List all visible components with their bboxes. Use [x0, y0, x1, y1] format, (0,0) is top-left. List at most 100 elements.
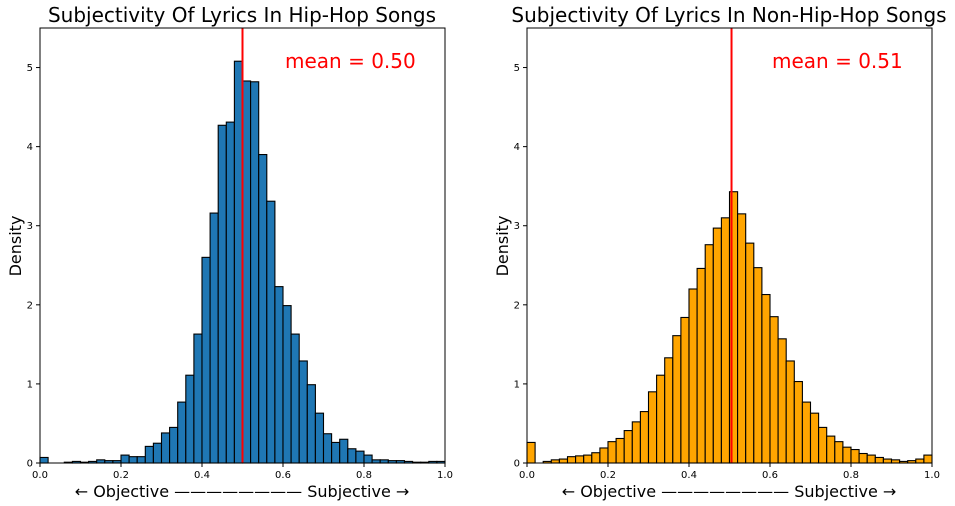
histogram-bar — [136, 456, 146, 464]
histogram-bar — [809, 412, 820, 464]
histogram-bar — [225, 121, 235, 464]
histogram-bar — [623, 430, 633, 464]
histogram-bar — [258, 154, 268, 464]
histogram-bar — [745, 242, 755, 464]
histogram-bar — [120, 454, 130, 464]
x-tick-label: 0.4 — [681, 470, 697, 481]
histogram-bar — [777, 338, 787, 464]
y-tick-label: 3 — [27, 221, 33, 232]
histogram-bar — [647, 391, 658, 464]
histogram-bar — [339, 438, 349, 464]
histogram-bar — [712, 227, 722, 464]
histogram-bar — [282, 305, 292, 464]
histogram-bar — [347, 448, 357, 464]
x-tick-label: 0.2 — [113, 470, 129, 481]
x-tick-label: 1.0 — [437, 470, 453, 481]
mean-annotation: mean = 0.50 — [285, 49, 416, 73]
bars — [39, 60, 446, 464]
histogram-bar — [331, 441, 341, 464]
y-tick-label: 1 — [514, 379, 520, 390]
histogram-bar — [801, 401, 812, 464]
y-tick-label: 2 — [27, 300, 33, 311]
histogram-bar — [858, 452, 868, 464]
histogram-bar — [672, 335, 682, 464]
histogram-bar — [842, 446, 852, 464]
histogram-bar — [737, 213, 747, 464]
histogram-bar — [664, 357, 674, 464]
y-ticks: 0 1 2 3 4 5 — [514, 63, 527, 470]
y-tick-label: 3 — [514, 221, 520, 232]
histogram-bar — [591, 452, 601, 464]
y-tick-label: 0 — [27, 459, 33, 470]
histogram-bar — [558, 458, 569, 464]
x-tick-label: 0.4 — [194, 470, 210, 481]
chart-title: Subjectivity Of Lyrics In Non-Hip-Hop So… — [511, 3, 946, 27]
plot-frame — [39, 27, 446, 464]
y-tick-label: 5 — [514, 63, 520, 74]
histogram-bar — [160, 432, 171, 464]
histogram-bar — [290, 333, 300, 464]
histogram-bar — [583, 454, 593, 464]
histogram-bar — [185, 374, 195, 464]
histogram-bar — [834, 441, 844, 464]
histogram-bar — [915, 458, 925, 464]
histogram-bar — [177, 401, 187, 464]
x-tick-label: 0.6 — [762, 470, 778, 481]
y-ticks: 0 1 2 3 4 5 — [27, 63, 40, 470]
histogram-bar — [761, 293, 771, 464]
histogram-bar — [128, 456, 138, 464]
y-tick-label: 4 — [514, 142, 520, 153]
x-ticks: 0.0 0.2 0.4 0.6 0.8 1.0 — [32, 463, 453, 481]
histogram-bar — [566, 456, 577, 464]
histogram-bar — [850, 448, 860, 464]
histogram-bar — [526, 441, 536, 464]
y-axis-label: Density — [493, 216, 512, 277]
y-tick-label: 2 — [514, 300, 520, 311]
histogram-bar — [39, 456, 49, 464]
histogram-bar — [753, 267, 763, 464]
histogram-bar — [193, 333, 203, 464]
histogram-bar — [607, 441, 617, 464]
histogram-bar — [266, 200, 276, 464]
y-tick-label: 0 — [514, 459, 520, 470]
histogram-bar — [241, 80, 252, 464]
histogram-bar — [217, 124, 227, 464]
histogram-bar — [615, 437, 625, 464]
non-hiphop-histogram-panel: Subjectivity Of Lyrics In Non-Hip-Hop So… — [493, 3, 947, 501]
histogram-bar — [314, 412, 325, 464]
histogram-bar — [631, 421, 641, 464]
histogram-bar — [866, 454, 876, 464]
histogram-bar — [363, 454, 373, 464]
histogram-bar — [656, 374, 666, 464]
y-axis-label: Density — [6, 216, 25, 277]
histogram-bar — [575, 455, 585, 464]
histogram-bar — [696, 267, 706, 464]
histogram-bar — [306, 384, 316, 464]
histogram-bar — [274, 286, 284, 464]
histogram-bar — [769, 316, 779, 464]
x-tick-label: 0.8 — [843, 470, 859, 481]
histogram-bar — [209, 212, 219, 464]
x-axis-label: ← Objective ———————— Subjective → — [75, 482, 410, 501]
chart-title: Subjectivity Of Lyrics In Hip-Hop Songs — [48, 3, 436, 27]
x-tick-label: 0.6 — [275, 470, 291, 481]
histogram-bar — [250, 81, 260, 464]
x-tick-label: 1.0 — [924, 470, 940, 481]
y-tick-label: 1 — [27, 379, 33, 390]
x-tick-label: 0.2 — [600, 470, 616, 481]
histogram-bar — [874, 456, 884, 464]
histogram-bar — [793, 380, 803, 464]
histogram-bar — [680, 316, 690, 464]
histogram-bar — [144, 445, 154, 464]
histogram-bar — [818, 426, 828, 464]
hiphop-histogram-panel: Subjectivity Of Lyrics In Hip-Hop Songs … — [6, 3, 453, 501]
histogram-bar — [152, 442, 163, 464]
histogram-bar — [923, 454, 933, 464]
histogram-bar — [355, 450, 365, 464]
x-tick-label: 0.8 — [356, 470, 372, 481]
mean-annotation: mean = 0.51 — [772, 49, 903, 73]
x-ticks: 0.0 0.2 0.4 0.6 0.8 1.0 — [519, 463, 940, 481]
x-axis-label: ← Objective ———————— Subjective → — [562, 482, 897, 501]
x-tick-label: 0.0 — [519, 470, 535, 481]
